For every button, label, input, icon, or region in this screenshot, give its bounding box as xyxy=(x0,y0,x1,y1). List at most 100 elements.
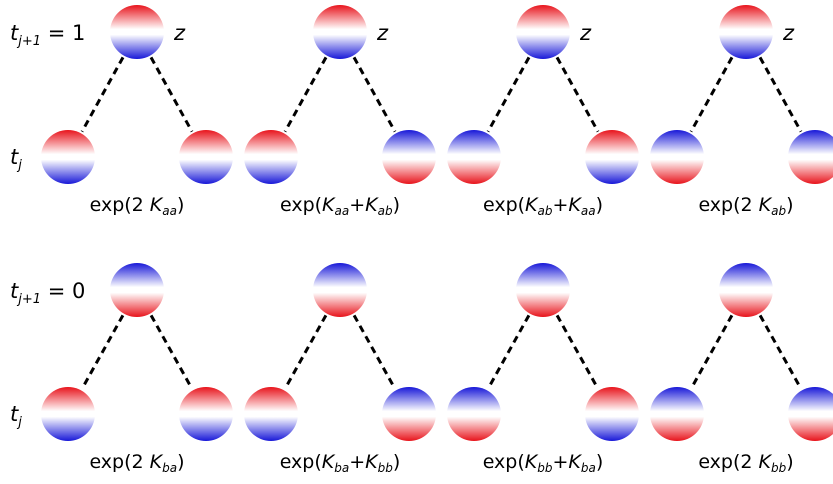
parent-node xyxy=(110,5,164,59)
formula-variable: K xyxy=(365,451,379,473)
formula-subscript: ba xyxy=(581,461,596,475)
formula-subscript: bb xyxy=(537,461,553,475)
label-variable: t xyxy=(10,402,19,426)
parent-node xyxy=(516,5,570,59)
left-edge xyxy=(80,314,125,390)
formula-variable: K xyxy=(568,194,582,216)
right-edge xyxy=(758,314,803,390)
right-edge xyxy=(352,314,397,390)
weight-formula: exp(Kaa+Kab) xyxy=(280,194,400,218)
parent-node xyxy=(719,5,773,59)
formula-text: ) xyxy=(596,451,603,473)
parent-node xyxy=(313,263,367,317)
formula-subscript: aa xyxy=(335,204,350,218)
z-label: z xyxy=(782,21,795,45)
label-variable: t xyxy=(10,279,19,303)
formula-variable: K xyxy=(150,451,164,473)
right-child-node xyxy=(179,130,233,184)
formula-subscript: ba xyxy=(334,461,349,475)
label-value: = 0 xyxy=(41,279,85,303)
tree-panel: z exp(2 Kab) xyxy=(650,5,833,218)
formula-text: exp( xyxy=(280,194,322,216)
parent-node xyxy=(516,263,570,317)
right-edge xyxy=(149,314,194,390)
weight-formula: exp(2 Kaa) xyxy=(90,194,185,218)
right-child-node xyxy=(788,130,833,184)
right-child-node xyxy=(788,387,833,441)
formula-variable: K xyxy=(759,451,773,473)
formula-variable: K xyxy=(525,451,539,473)
formula-text: exp(2 xyxy=(698,194,758,216)
formula-text: ) xyxy=(786,451,793,473)
formula-text: exp( xyxy=(483,194,525,216)
label-variable: t xyxy=(10,145,19,169)
formula-text: exp( xyxy=(483,451,525,473)
formula-text: + xyxy=(552,451,568,473)
left-child-node xyxy=(447,130,501,184)
right-child-node xyxy=(179,387,233,441)
parent-time-label: tj+1 = 0 xyxy=(10,279,85,307)
left-child-node xyxy=(447,387,501,441)
label-subscript: j xyxy=(16,415,22,430)
left-edge xyxy=(486,56,531,133)
parent-node xyxy=(110,263,164,317)
formula-text: + xyxy=(349,194,365,216)
tree-panel: z exp(2 Kaa) xyxy=(41,5,233,218)
weight-formula: exp(2 Kab) xyxy=(698,194,793,218)
child-time-label: tj xyxy=(10,145,22,173)
formula-text: exp(2 xyxy=(90,194,150,216)
formula-variable: K xyxy=(322,194,336,216)
formula-subscript: aa xyxy=(581,204,596,218)
label-subscript: j+1 xyxy=(16,292,41,307)
label-subscript: j xyxy=(16,158,22,173)
parent-time-label: tj+1 = 1 xyxy=(10,21,85,49)
left-edge xyxy=(80,56,125,133)
tree-panel: exp(Kba+Kbb) xyxy=(244,263,436,475)
formula-subscript: aa xyxy=(162,204,177,218)
parent-node xyxy=(313,5,367,59)
formula-variable: K xyxy=(568,451,582,473)
tree-panel: exp(2 Kbb) xyxy=(650,263,833,475)
left-child-node xyxy=(650,387,704,441)
formula-text: ) xyxy=(596,194,603,216)
tree-panel: exp(2 Kba) xyxy=(41,263,233,475)
formula-text: + xyxy=(349,451,365,473)
tree-panel: exp(Kbb+Kba) xyxy=(447,263,639,475)
z-label: z xyxy=(173,21,186,45)
label-value: = 1 xyxy=(41,21,85,45)
z-label: z xyxy=(376,21,389,45)
formula-subscript: ba xyxy=(162,461,177,475)
formula-text: exp( xyxy=(280,451,322,473)
label-subscript: j+1 xyxy=(16,34,41,49)
right-edge xyxy=(352,56,397,133)
formula-text: ) xyxy=(393,194,400,216)
formula-subscript: bb xyxy=(771,461,787,475)
weight-formula: exp(2 Kba) xyxy=(89,451,184,475)
weight-formula: exp(Kba+Kbb) xyxy=(280,451,401,475)
formula-variable: K xyxy=(322,451,336,473)
left-edge xyxy=(486,314,531,390)
formula-subscript: ab xyxy=(378,204,393,218)
left-edge xyxy=(283,314,328,390)
child-time-label: tj xyxy=(10,402,22,430)
right-edge xyxy=(555,314,600,390)
left-child-node xyxy=(41,387,95,441)
right-child-node xyxy=(585,130,639,184)
right-edge xyxy=(149,56,194,133)
z-label: z xyxy=(579,21,592,45)
left-child-node xyxy=(244,387,298,441)
left-edge xyxy=(689,56,734,133)
formula-variable: K xyxy=(759,194,773,216)
parent-node xyxy=(719,263,773,317)
left-edge xyxy=(283,56,328,133)
formula-subscript: ab xyxy=(538,204,553,218)
formula-subscript: bb xyxy=(378,461,394,475)
weight-formula: exp(Kbb+Kba) xyxy=(483,451,604,475)
formula-variable: K xyxy=(150,194,164,216)
right-child-node xyxy=(382,130,436,184)
